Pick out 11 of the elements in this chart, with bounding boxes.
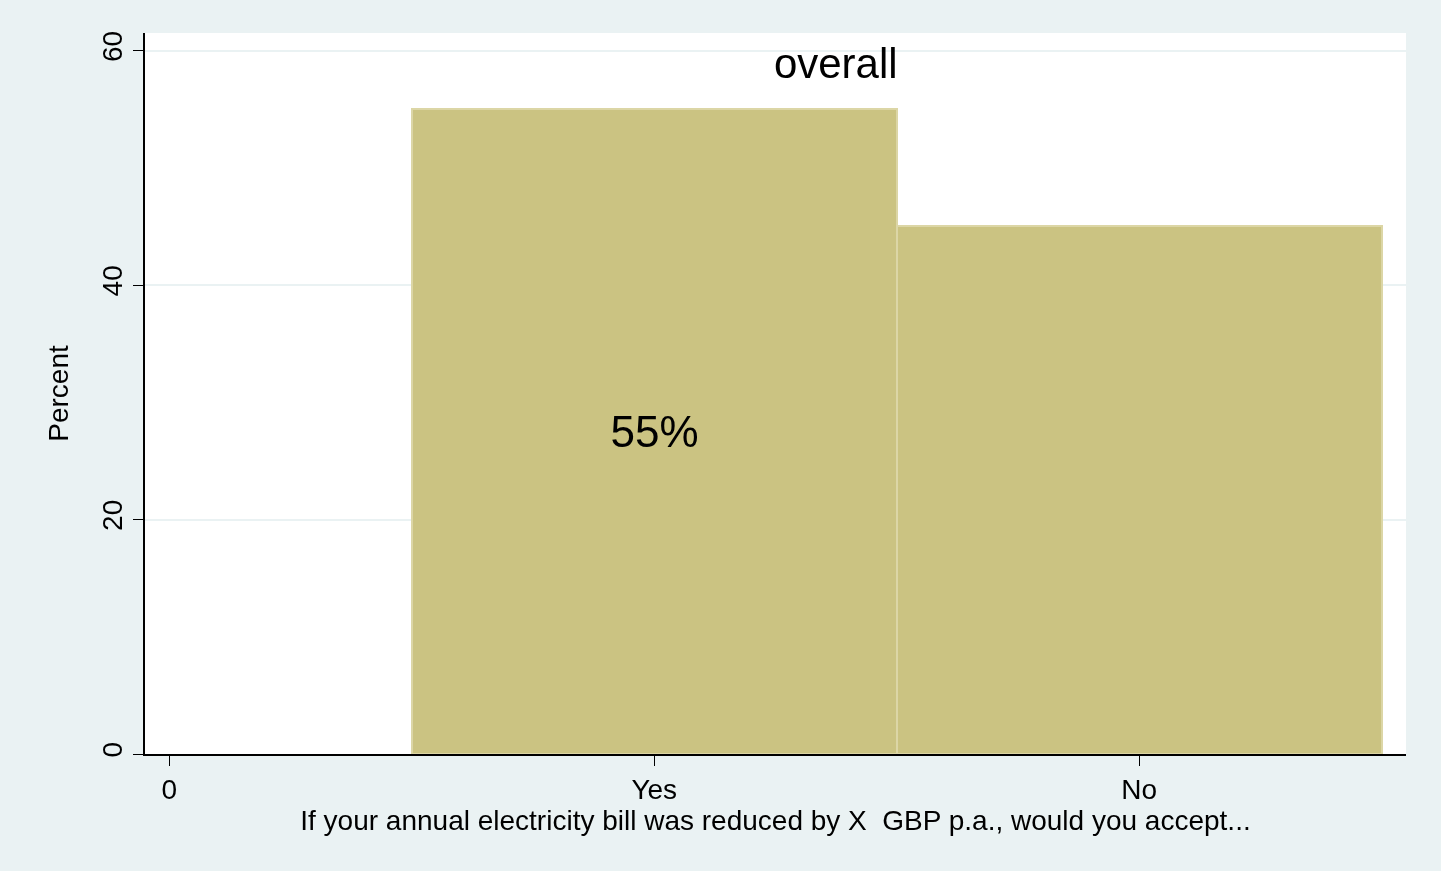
y-tick-label: 20 [97, 499, 129, 531]
y-tick-label: 60 [97, 30, 129, 62]
x-tick-label: No [1121, 774, 1158, 806]
chart-title: overall [773, 39, 898, 87]
y-tick-label: 0 [97, 742, 129, 758]
y-axis-title: Percent [43, 345, 75, 442]
x-axis-title: If your annual electricity bill was reduced by X GBP p.a., would you accept... [300, 805, 1251, 837]
x-tick-label: Yes [631, 774, 678, 806]
x-tick-label: 0 [161, 774, 178, 806]
y-tick-label: 40 [97, 265, 129, 297]
data-label: 55% [610, 407, 699, 456]
